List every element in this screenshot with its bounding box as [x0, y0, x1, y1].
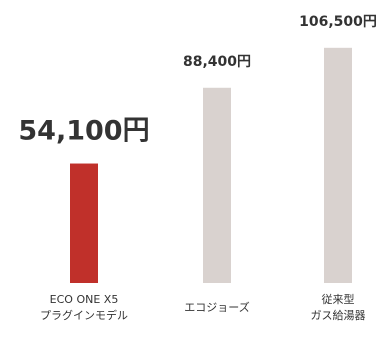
value-label-2: 88,400円 — [183, 54, 251, 70]
category-label-1-line-1: ECO ONE X5 — [50, 293, 119, 306]
value-label-3: 106,500円 — [299, 14, 377, 30]
category-label-3-line-1: 従来型 — [322, 292, 355, 306]
value-label-1: 54,100円 — [18, 116, 149, 147]
bar-3 — [324, 47, 352, 283]
bar-1 — [70, 163, 98, 283]
category-label-2-line-1: エコジョーズ — [184, 300, 249, 314]
bar-2 — [203, 87, 231, 284]
category-label-3-line-2: ガス給湯器 — [311, 308, 366, 322]
category-label-1-line-2: プラグインモデル — [40, 308, 128, 322]
